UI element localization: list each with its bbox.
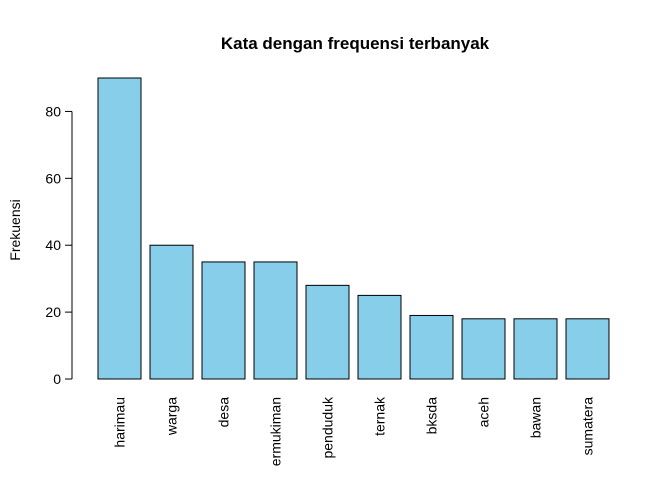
y-axis-label: Frekuensi [7,199,23,260]
x-tick-label-bawan: bawan [528,397,544,438]
x-tick-label-ternak: ternak [372,396,388,436]
x-tick-label-sumatera: sumatera [580,397,596,456]
bar-desa [201,261,246,380]
bar-ternak [357,294,402,380]
bar-harimau [97,77,142,380]
y-tick-label: 80 [45,103,61,119]
bars [97,77,610,380]
y-tick-label: 60 [45,170,61,186]
bar-bksda [409,314,454,380]
y-tick-label: 40 [45,237,61,253]
y-tick-label: 20 [45,304,61,320]
y-axis: 0 20 40 60 80 [45,103,73,387]
bar-sumatera [565,318,610,380]
x-tick-label-penduduk: penduduk [320,396,336,459]
x-tick-label-aceh: aceh [476,397,492,427]
bar-bawan [513,318,558,380]
bar-penduduk [305,284,350,380]
bar-aceh [461,318,506,380]
x-tick-label-desa: desa [216,397,232,428]
x-tick-label-bksda: bksda [424,397,440,435]
x-tick-label-ermukiman: ermukiman [268,397,284,466]
bar-ermukiman [253,261,298,380]
bar-warga [149,244,194,380]
x-tick-label-harimau: harimau [112,397,128,448]
chart-title: Kata dengan frequensi terbanyak [221,34,490,53]
x-tick-label-warga: warga [164,397,180,436]
y-tick-label: 0 [53,371,61,387]
x-tick-labels: harimau warga desa ermukiman penduduk ternak b… [112,396,596,466]
